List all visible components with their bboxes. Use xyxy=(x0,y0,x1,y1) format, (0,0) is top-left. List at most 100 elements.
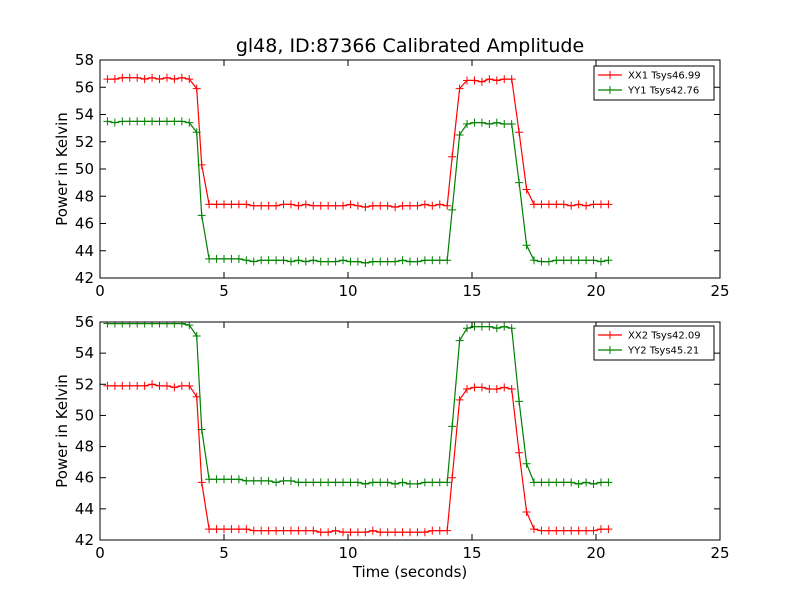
data-point-1-2-3 xyxy=(118,117,127,126)
data-point-2-2-6 xyxy=(140,322,149,328)
data-point-1-2-10 xyxy=(170,117,179,126)
data-point-1-2-41 xyxy=(398,256,407,265)
data-point-2-1-23 xyxy=(264,526,273,535)
data-point-1-2-49 xyxy=(455,130,464,139)
data-point-1-2-40 xyxy=(391,257,400,266)
data-point-2-1-69 xyxy=(604,525,613,534)
data-point-1-1-67 xyxy=(589,200,598,209)
data-point-1-1-6 xyxy=(140,75,149,84)
data-point-2-1-31 xyxy=(324,528,333,537)
data-point-2-2-26 xyxy=(286,476,295,485)
data-point-1-2-14 xyxy=(197,211,206,220)
data-point-1-1-16 xyxy=(212,200,221,209)
data-point-2-2-55 xyxy=(500,322,509,331)
y-axis-label-1: Power in Kelvin xyxy=(53,112,71,226)
data-point-2-2-39 xyxy=(383,478,392,487)
data-point-2-1-11 xyxy=(177,381,186,390)
data-point-2-1-37 xyxy=(368,526,377,535)
x-tick-label-2-1: 0 xyxy=(95,544,105,562)
data-point-2-1-60 xyxy=(537,526,546,535)
data-point-1-1-47 xyxy=(443,201,452,210)
data-point-2-1-48 xyxy=(448,473,457,482)
y-tick-label-1-9: 58 xyxy=(75,51,94,69)
data-point-2-1-39 xyxy=(383,528,392,537)
data-point-2-1-10 xyxy=(170,383,179,392)
data-point-1-1-37 xyxy=(368,201,377,210)
data-point-1-1-59 xyxy=(530,200,538,209)
data-point-1-1-13 xyxy=(192,84,201,93)
data-point-1-1-17 xyxy=(220,200,228,209)
data-point-2-2-7 xyxy=(148,322,157,328)
data-point-1-1-4 xyxy=(125,73,134,82)
data-point-2-2-18 xyxy=(227,475,236,484)
data-point-1-2-39 xyxy=(383,257,392,266)
data-point-1-2-4 xyxy=(125,117,134,126)
data-point-2-1-54 xyxy=(492,384,501,393)
data-point-1-2-18 xyxy=(227,254,236,263)
data-point-1-1-51 xyxy=(470,76,479,85)
data-point-2-1-58 xyxy=(522,507,531,516)
data-point-1-1-5 xyxy=(133,73,142,82)
data-point-2-1-61 xyxy=(544,526,553,535)
legend-marker-1 xyxy=(606,331,614,339)
legend-marker-2 xyxy=(606,86,614,94)
data-point-1-1-12 xyxy=(185,75,194,84)
data-point-1-2-64 xyxy=(567,256,576,265)
data-point-1-1-19 xyxy=(234,200,243,209)
y-tick-label-1-6: 52 xyxy=(75,133,94,151)
data-point-1-1-46 xyxy=(435,200,444,209)
data-point-1-2-20 xyxy=(242,256,251,265)
data-point-1-2-68 xyxy=(596,257,605,266)
data-point-2-1-30 xyxy=(316,528,325,537)
data-point-1-2-62 xyxy=(552,256,561,265)
data-point-1-2-65 xyxy=(574,256,583,265)
data-point-2-1-43 xyxy=(413,528,422,537)
data-point-2-1-36 xyxy=(361,528,370,537)
data-point-2-1-5 xyxy=(133,381,142,390)
data-point-1-2-37 xyxy=(368,257,377,266)
data-point-1-2-8 xyxy=(155,117,164,126)
x-tick-label-1-5: 20 xyxy=(586,282,605,300)
data-point-1-1-63 xyxy=(559,200,568,209)
data-point-1-2-58 xyxy=(522,241,531,250)
data-point-1-2-30 xyxy=(316,257,325,266)
data-point-2-1-24 xyxy=(272,526,281,535)
x-tick-label-2-4: 15 xyxy=(462,544,481,562)
y-tick-label-1-2: 44 xyxy=(75,242,94,260)
data-point-2-2-47 xyxy=(443,478,452,487)
data-point-1-1-44 xyxy=(420,200,429,209)
x-tick-label-2-5: 20 xyxy=(586,544,605,562)
legend-label-1: XX1 Tsys46.99 xyxy=(628,71,701,82)
data-point-2-2-59 xyxy=(530,478,538,487)
y-tick-label-2-7: 54 xyxy=(75,344,94,362)
data-point-2-1-52 xyxy=(477,383,486,392)
data-point-1-2-7 xyxy=(148,117,157,126)
data-point-1-2-53 xyxy=(485,120,494,129)
data-point-2-1-56 xyxy=(507,384,516,393)
data-point-2-2-43 xyxy=(413,479,422,488)
data-point-1-2-16 xyxy=(212,254,221,263)
data-point-1-1-27 xyxy=(294,201,303,210)
data-point-2-1-40 xyxy=(391,528,400,537)
data-point-2-1-21 xyxy=(249,526,258,535)
data-point-2-1-35 xyxy=(353,528,362,537)
data-point-1-1-9 xyxy=(162,73,171,82)
data-point-2-1-15 xyxy=(205,525,214,534)
data-point-2-2-8 xyxy=(155,322,164,328)
data-point-2-2-48 xyxy=(448,422,457,431)
data-point-2-2-44 xyxy=(420,478,429,487)
data-point-1-2-6 xyxy=(140,117,149,126)
data-point-2-2-34 xyxy=(346,478,355,487)
y-tick-label-1-4: 48 xyxy=(75,187,94,205)
data-point-2-1-9 xyxy=(162,381,171,390)
chart-panel-1: 0 5 10 15 20 25 42 44 46 48 50 52 54 56 58 Power in Kel… xyxy=(53,51,730,300)
data-point-2-1-67 xyxy=(589,526,598,535)
data-point-2-2-9 xyxy=(162,322,171,328)
data-point-1-1-8 xyxy=(155,75,164,84)
chart-panel-2: 0 5 10 15 20 25 42 44 46 48 50 52 54 56 Power in Kelvi… xyxy=(53,313,730,581)
data-point-2-2-36 xyxy=(361,479,370,488)
data-point-2-1-25 xyxy=(279,526,288,535)
plot-frame xyxy=(99,321,721,541)
data-point-1-2-66 xyxy=(582,256,591,265)
data-point-1-1-54 xyxy=(492,76,501,85)
